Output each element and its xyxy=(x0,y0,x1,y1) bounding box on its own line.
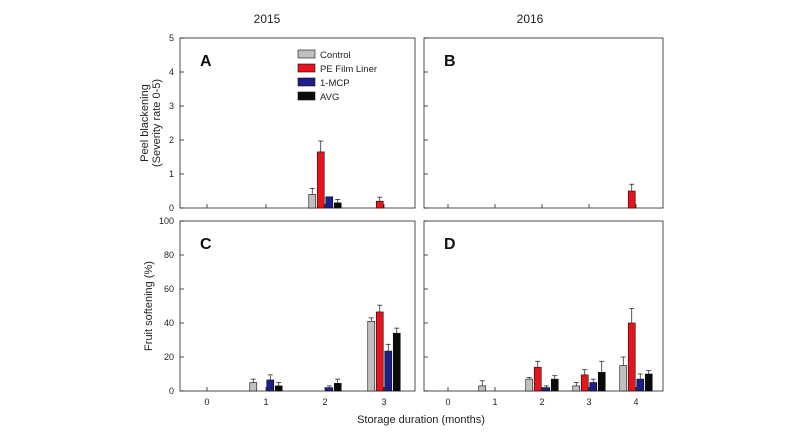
y-tick-label: 20 xyxy=(164,352,174,362)
bar-control-D-1 xyxy=(478,385,487,392)
legend-label-pe-film-liner: PE Film Liner xyxy=(320,64,377,75)
bar-avg-D-4 xyxy=(644,373,653,392)
bar-pe-film-liner-D-4 xyxy=(627,322,636,392)
legend-swatch-1-mcp xyxy=(297,77,316,87)
legend-swatch-control xyxy=(297,49,316,59)
x-tick-label: 3 xyxy=(586,397,591,407)
bar-pe-film-liner-B-4 xyxy=(627,190,636,209)
bar-control-A-2 xyxy=(308,194,317,209)
x-tick-label: 1 xyxy=(492,397,497,407)
x-tick-label: 4 xyxy=(633,397,638,407)
legend-label-1-mcp: 1-MCP xyxy=(320,78,350,89)
panel-frame-B xyxy=(423,37,664,209)
bar-1-mcp-C-1 xyxy=(266,379,275,392)
bar-avg-D-2 xyxy=(550,378,559,392)
y-tick-label: 0 xyxy=(169,203,174,213)
x-tick-label: 2 xyxy=(322,397,327,407)
bar-1-mcp-D-4 xyxy=(636,378,645,392)
bar-avg-C-3 xyxy=(392,332,401,392)
legend-label-avg: AVG xyxy=(320,92,339,103)
y-tick-label: 40 xyxy=(164,318,174,328)
bar-1-mcp-C-2 xyxy=(325,387,334,392)
x-tick-label: 2 xyxy=(539,397,544,407)
y-tick-label: 80 xyxy=(164,250,174,260)
bar-pe-film-liner-D-3 xyxy=(580,374,589,392)
y-axis-title-fruit-softening: Fruit softening (%) xyxy=(143,261,155,351)
bar-avg-D-3 xyxy=(597,371,606,392)
bar-avg-C-1 xyxy=(274,385,283,392)
bar-control-D-3 xyxy=(572,385,581,392)
y-tick-label: 5 xyxy=(169,33,174,43)
bar-pe-film-liner-A-3 xyxy=(375,200,384,209)
x-tick-label: 0 xyxy=(204,397,209,407)
panel-letter-C: C xyxy=(200,236,212,253)
panel-frame-D xyxy=(423,220,664,392)
bar-control-D-2 xyxy=(525,378,534,392)
year-label-2016: 2016 xyxy=(516,12,544,26)
year-label-2015: 2015 xyxy=(253,12,281,26)
panel-frame-A xyxy=(179,37,416,209)
bar-control-C-1 xyxy=(249,382,258,392)
bar-1-mcp-C-3 xyxy=(384,350,393,392)
y-tick-label: 2 xyxy=(169,135,174,145)
bar-1-mcp-D-3 xyxy=(589,382,598,392)
bar-pe-film-liner-C-3 xyxy=(375,311,384,392)
y-axis-title-peel-blackening-unit: (Severity rate 0-5) xyxy=(151,79,163,167)
bar-pe-film-liner-A-2 xyxy=(316,151,325,209)
x-tick-label: 3 xyxy=(381,397,386,407)
bar-pe-film-liner-D-2 xyxy=(533,366,542,392)
y-axis-title-peel-blackening: Peel blackening xyxy=(139,84,151,162)
bar-control-D-4 xyxy=(619,365,628,392)
y-tick-label: 100 xyxy=(159,216,174,226)
panel-letter-A: A xyxy=(200,53,212,70)
panel-letter-D: D xyxy=(444,236,456,253)
y-tick-label: 1 xyxy=(169,169,174,179)
panel-letter-B: B xyxy=(444,53,456,70)
y-tick-label: 3 xyxy=(169,101,174,111)
panel-frame-C xyxy=(179,220,416,392)
y-tick-label: 0 xyxy=(169,386,174,396)
legend-swatch-avg xyxy=(297,91,316,101)
bar-control-C-3 xyxy=(367,320,376,392)
bar-avg-A-2 xyxy=(333,202,342,209)
bar-avg-C-2 xyxy=(333,383,342,392)
y-tick-label: 60 xyxy=(164,284,174,294)
x-tick-label: 0 xyxy=(445,397,450,407)
x-tick-label: 1 xyxy=(263,397,268,407)
legend-label-control: Control xyxy=(320,50,351,61)
legend-swatch-pe-film-liner xyxy=(297,63,316,73)
bar-1-mcp-A-2 xyxy=(325,196,334,209)
bar-1-mcp-D-2 xyxy=(542,387,551,392)
x-axis-title: Storage duration (months) xyxy=(357,414,485,426)
y-tick-label: 4 xyxy=(169,67,174,77)
